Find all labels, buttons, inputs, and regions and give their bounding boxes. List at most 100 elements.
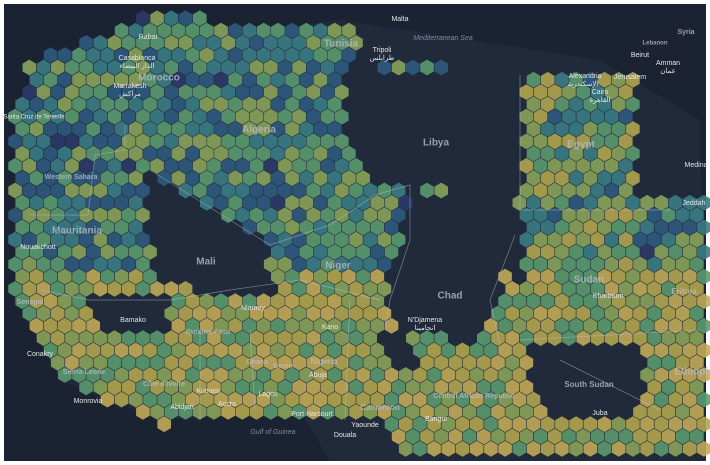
hex-cell	[668, 293, 683, 310]
hex-cell	[626, 416, 640, 433]
hex-cell	[342, 47, 356, 64]
hex-cell	[292, 305, 306, 322]
hex-cell	[164, 158, 179, 174]
hex-cell	[583, 440, 598, 457]
hex-cell	[533, 133, 548, 150]
hex-cell	[597, 416, 612, 433]
hex-cell	[377, 404, 392, 420]
hex-cell	[72, 244, 86, 260]
hex-cell	[441, 416, 456, 433]
hex-cell	[697, 317, 710, 334]
hex-cell	[654, 440, 669, 457]
hex-cell	[320, 207, 335, 223]
hex-cell	[143, 96, 157, 113]
hex-cell	[519, 84, 534, 100]
country-label: Sudan	[574, 275, 605, 286]
hex-cell	[569, 170, 583, 187]
hex-cell	[150, 404, 164, 420]
hex-cell	[455, 342, 470, 359]
hex-cell	[136, 281, 150, 297]
hex-cell	[327, 244, 342, 260]
hex-cell	[469, 342, 484, 359]
hex-cell	[363, 281, 377, 297]
country-label: Syria	[677, 29, 694, 36]
hex-cell	[285, 22, 299, 39]
hex-cell	[555, 317, 569, 334]
hex-cell	[377, 256, 392, 273]
hex-cell	[36, 256, 51, 273]
hex-cell	[370, 293, 385, 310]
hex-cell	[668, 219, 683, 236]
hex-cell	[370, 317, 385, 334]
hex-cell	[583, 268, 598, 285]
hex-cell	[278, 354, 292, 371]
hex-cell	[384, 391, 399, 408]
hex-cell	[86, 170, 100, 187]
hex-cell	[185, 317, 200, 334]
hex-cell	[562, 428, 576, 445]
hex-cell	[136, 330, 150, 346]
hex-cell	[100, 194, 115, 211]
hex-cell	[590, 158, 605, 174]
hex-cell	[320, 108, 335, 125]
hex-cell	[157, 47, 171, 64]
hex-cell	[313, 293, 328, 310]
hex-cell	[129, 71, 143, 88]
hex-cell	[484, 342, 498, 359]
hex-cell	[370, 342, 385, 359]
hex-cell	[349, 256, 363, 273]
hex-cell	[136, 10, 150, 27]
hex-cell	[327, 391, 342, 408]
hex-cell	[611, 293, 626, 310]
country-label: Tunisia	[324, 39, 359, 50]
hex-cell	[434, 404, 448, 420]
hex-cell	[29, 71, 44, 88]
hex-cell	[150, 84, 164, 100]
hex-cell	[540, 145, 555, 162]
hex-cell	[334, 158, 349, 174]
hex-cell	[555, 121, 569, 137]
hex-cell	[391, 231, 406, 248]
hex-cell	[100, 170, 115, 187]
hex-cell	[22, 207, 37, 223]
hex-cell	[93, 231, 108, 248]
hex-cell	[228, 170, 243, 187]
hex-cell	[285, 194, 299, 211]
hex-cell	[569, 416, 583, 433]
hex-cell	[555, 293, 569, 310]
hex-cell	[29, 219, 44, 236]
hex-cell	[682, 244, 697, 260]
hex-cell	[150, 330, 164, 346]
hex-cell	[384, 244, 399, 260]
hex-cell	[363, 379, 377, 396]
hex-cell	[533, 305, 548, 322]
hex-cell	[8, 231, 22, 248]
hex-cell	[157, 391, 171, 408]
hex-cell	[242, 47, 257, 64]
hex-cell	[377, 354, 392, 371]
hex-cell	[320, 84, 335, 100]
hex-cell	[207, 35, 221, 51]
hex-cell	[43, 219, 58, 236]
hex-cell	[200, 170, 214, 187]
hex-cell	[285, 170, 299, 187]
hex-cell	[682, 391, 697, 408]
hex-cell	[207, 158, 221, 174]
hex-cell	[121, 207, 136, 223]
hex-cell	[413, 342, 427, 359]
hex-cell	[611, 194, 626, 211]
hex-cell	[675, 330, 690, 346]
hex-cell	[597, 293, 612, 310]
hex-cell	[107, 354, 122, 371]
hex-cell	[58, 194, 72, 211]
hex-cell	[143, 268, 157, 285]
hex-cell	[569, 268, 583, 285]
hex-cell	[207, 379, 221, 396]
hex-cell	[555, 145, 569, 162]
hex-cell	[15, 219, 29, 236]
hex-cell	[299, 293, 314, 310]
hex-cell	[533, 330, 548, 346]
hex-cell	[178, 379, 193, 396]
hex-cell	[271, 219, 285, 236]
hex-cell	[256, 342, 271, 359]
